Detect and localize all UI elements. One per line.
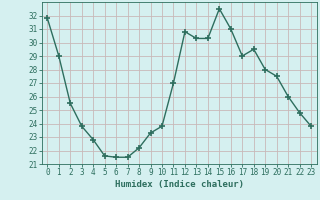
X-axis label: Humidex (Indice chaleur): Humidex (Indice chaleur) (115, 180, 244, 189)
